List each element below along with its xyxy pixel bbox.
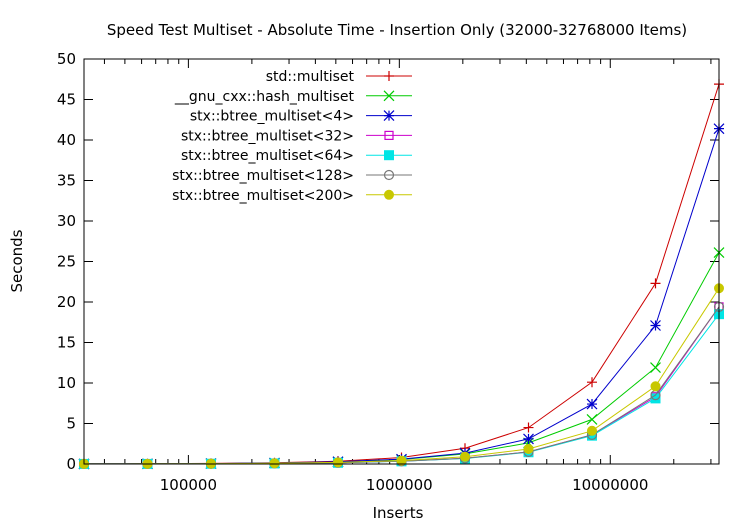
legend-label: __gnu_cxx::hash_multiset [174,89,355,105]
data-point [333,457,343,468]
legend-item: stx::btree_multiset<200> [172,188,412,204]
legend-label: stx::btree_multiset<128> [172,168,354,184]
legend-item: __gnu_cxx::hash_multiset [174,89,412,105]
data-point [523,422,534,433]
legend-item: stx::btree_multiset<128> [172,168,412,184]
data-point [460,451,470,462]
data-point [586,398,598,410]
legend-marker [383,169,395,181]
data-point [586,414,598,425]
series-line [84,306,720,465]
y-tick-label: 0 [66,455,76,473]
legend-label: stx::btree_multiset<4> [190,109,354,125]
data-point [396,455,407,466]
series-line [83,83,720,465]
y-tick-label: 45 [57,91,76,109]
y-tick-label: 30 [57,212,76,230]
x-tick-label: 1000000 [366,476,433,494]
data-point [650,381,661,392]
data-point [523,444,534,455]
y-tick-label: 40 [57,131,76,149]
y-tick-label: 25 [57,253,76,271]
legend-label: stx::btree_multiset<200> [172,188,354,204]
legend-marker [383,110,395,122]
legend-marker [383,90,395,102]
series-line [84,313,720,465]
data-point [587,377,597,388]
series-7 [79,283,724,469]
y-tick-label: 20 [57,293,76,311]
data-point [650,362,661,374]
plot-series [78,79,725,470]
chart-title: Speed Test Multiset - Absolute Time - In… [107,21,687,39]
legend-item: stx::btree_multiset<4> [190,109,412,125]
axis-ticks [84,58,719,465]
data-point [650,278,661,289]
plot-frame [83,58,720,465]
series-2 [78,247,725,470]
data-point [587,425,597,436]
series-1 [79,79,724,469]
series-5 [79,309,724,469]
series-line [83,287,720,465]
y-axis-label: Seconds [8,229,26,292]
legend-marker [384,71,394,81]
y-tick-label: 35 [57,172,76,190]
data-point [269,458,280,469]
legend-marker [384,189,394,200]
x-tick-label: 100000 [160,476,217,494]
legend-label: stx::btree_multiset<64> [181,148,354,164]
y-tick-label: 10 [57,374,76,392]
data-point [650,320,661,331]
x-tick-label: 10000000 [572,476,648,494]
x-axis-label: Inserts [373,504,424,522]
legend-marker [384,150,394,161]
legend-item: stx::btree_multiset<32> [181,128,412,144]
legend-marker [384,130,394,140]
series-line [83,252,720,465]
legend-label: std::multiset [266,69,355,85]
legend: std::multiset__gnu_cxx::hash_multisetstx… [172,69,412,204]
y-tick-label: 50 [57,50,76,68]
legend-label: stx::btree_multiset<32> [181,128,354,144]
y-tick-label: 15 [57,334,76,352]
legend-item: std::multiset [266,69,412,85]
legend-item: stx::btree_multiset<64> [181,148,412,164]
y-tick-label: 5 [66,415,76,433]
data-point [523,433,534,445]
tick-labels: 0 5 10 15 20 25 30 35 40 45 50 100000 1000000 1000000… [57,50,649,494]
series-line [84,306,720,465]
